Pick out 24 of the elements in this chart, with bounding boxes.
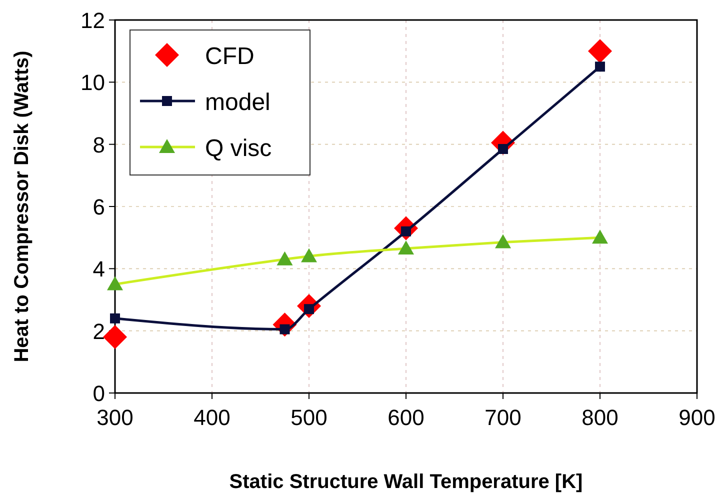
y-tick-label: 8 — [92, 132, 105, 158]
point — [103, 325, 127, 350]
x-axis-title: Static Structure Wall Temperature [K] — [229, 471, 583, 493]
x-tick-label: 700 — [484, 405, 522, 430]
y-tick-label: 2 — [92, 318, 105, 344]
y-tick-label: 4 — [92, 256, 105, 282]
x-tick-label: 400 — [194, 405, 230, 430]
x-tick-label: 800 — [582, 405, 618, 430]
y-tick-label: 0 — [92, 381, 105, 406]
legend-label: CFD — [205, 43, 254, 70]
x-tick-label: 600 — [388, 405, 424, 430]
point — [595, 62, 605, 72]
legend-label: model — [205, 89, 270, 116]
point — [110, 313, 120, 324]
point — [588, 39, 612, 64]
x-tick-label: 300 — [96, 405, 134, 430]
y-axis-title: Heat to Compressor Disk (Watts) — [11, 50, 33, 362]
x-tick-label: 900 — [678, 405, 716, 430]
point — [498, 144, 508, 154]
y-tick-label: 6 — [92, 194, 105, 220]
x-tick-label: 500 — [290, 405, 328, 430]
y-tick-label: 10 — [80, 70, 105, 96]
legend-label: Q visc — [205, 135, 272, 162]
y-tick-label: 12 — [80, 8, 105, 33]
